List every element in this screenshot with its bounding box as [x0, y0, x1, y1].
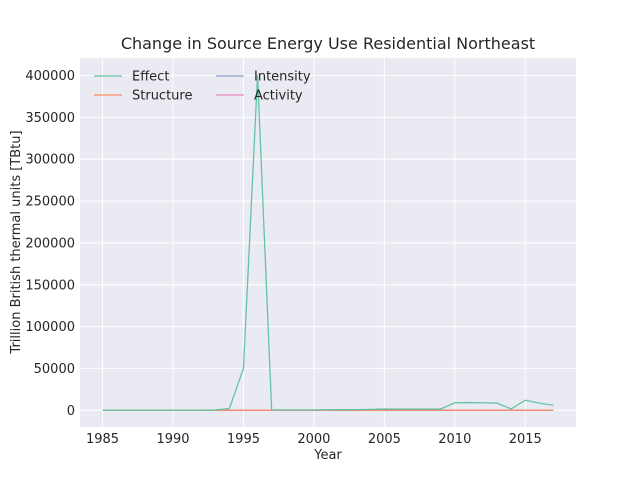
y-tick-labels: 0 50000 100000 150000 200000 250000 300000 3500… — [25, 69, 75, 419]
legend-label: Intensity — [254, 70, 311, 85]
y-tick-label: 100000 — [25, 320, 75, 335]
legend-label: Activity — [254, 89, 303, 104]
y-tick-label: 350000 — [25, 111, 75, 126]
x-tick-label: 2015 — [509, 432, 542, 447]
series-line-effect — [102, 74, 554, 411]
x-tick-label: 1985 — [86, 432, 119, 447]
y-tick-label: 400000 — [25, 69, 75, 84]
legend-item-activity: Activity — [216, 89, 303, 104]
y-tick-label: 250000 — [25, 195, 75, 210]
legend-label: Structure — [132, 89, 192, 104]
x-tick-label: 1995 — [227, 432, 260, 447]
series-lines — [102, 74, 554, 411]
legend-item-structure: Structure — [94, 89, 192, 104]
legend: Effect Structure Intensity Activity — [94, 70, 311, 104]
x-tick-label: 2000 — [297, 432, 330, 447]
legend-item-intensity: Intensity — [216, 70, 311, 85]
x-tick-label: 2010 — [438, 432, 471, 447]
y-tick-label: 150000 — [25, 278, 75, 293]
x-tick-labels: 1985 1990 1995 2000 2005 2010 2015 — [86, 432, 542, 447]
chart-title: Change in Source Energy Use Residential … — [121, 34, 535, 53]
y-tick-label: 50000 — [34, 362, 75, 377]
x-tick-label: 2005 — [368, 432, 401, 447]
y-tick-label: 0 — [67, 404, 75, 419]
legend-label: Effect — [132, 70, 169, 85]
legend-item-effect: Effect — [94, 70, 169, 85]
y-tick-label: 300000 — [25, 153, 75, 168]
x-tick-label: 1990 — [156, 432, 189, 447]
x-axis-title: Year — [313, 448, 342, 463]
y-axis-title: Trillion British thermal units [TBtu] — [9, 130, 24, 354]
y-tick-label: 200000 — [25, 236, 75, 251]
